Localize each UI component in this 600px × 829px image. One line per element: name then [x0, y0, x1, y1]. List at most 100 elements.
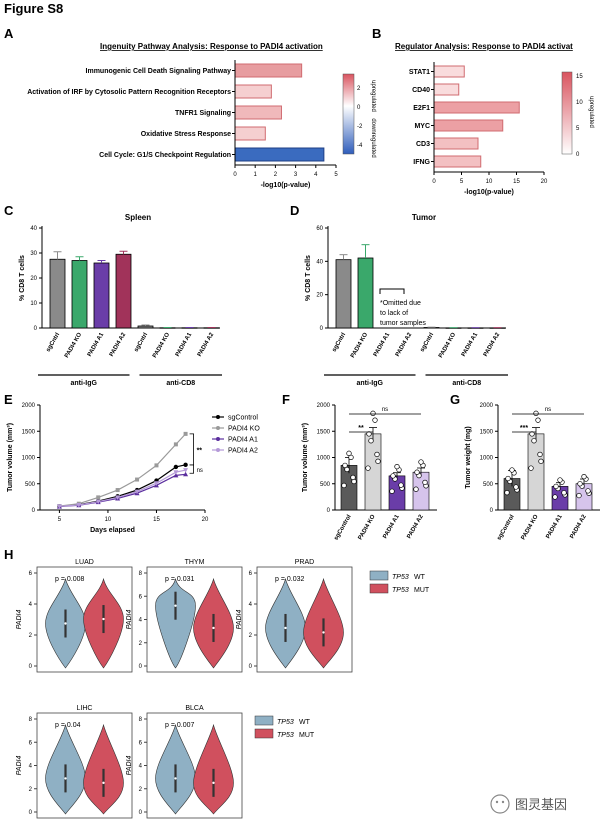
panel-e: E 0 500 1000 1500 2000 5 10 15 20 Days elapsed Tum…: [4, 392, 260, 534]
ytick-label-e-3: 1500: [22, 429, 36, 435]
ytick-label-c-4: 40: [30, 226, 37, 232]
violin-median-2-0: [284, 626, 287, 630]
violin-median-0-1: [102, 617, 105, 621]
ytick-label-g-3: 1500: [480, 429, 494, 435]
bar-b-4: [433, 137, 479, 150]
point-g-1-6: [537, 451, 543, 458]
colorbar-b-tick-2: 5: [576, 126, 580, 132]
colorbar-b-tick-1: 10: [576, 100, 583, 106]
bar-b-label-5: IFNG: [413, 159, 430, 166]
bar-a-1: [234, 84, 272, 99]
violin-median-0-0: [64, 622, 67, 625]
xtick-label-d-2: PADI4 A1: [373, 331, 392, 357]
legend-h-gene-1-1: TP53: [277, 732, 294, 739]
ytick-label-e-2: 1000: [22, 456, 36, 462]
ytick-label-d-0: 0: [320, 326, 324, 332]
xtick-label-f-1: PADI4 KO: [358, 514, 377, 541]
ytick-label-d-1: 20: [316, 293, 323, 299]
xtick-label-c-1: PADI4 KO: [64, 332, 83, 359]
series-e-point-2-6: [173, 472, 179, 478]
point-f-0-4: [346, 450, 352, 456]
violin-ytick-label-0-1: 2: [29, 633, 33, 639]
group-label-c-0: anti-IgG: [71, 380, 98, 387]
xtick-label-c-2: PADI4 A1: [87, 331, 106, 357]
xtick-label-g-1: PADI4 KO: [521, 514, 540, 541]
point-f-1-0: [365, 465, 371, 471]
point-f-2-6: [398, 482, 404, 488]
xtick-label-a-5: 5: [334, 172, 338, 178]
panel-f-chart: 0 500 1000 1500 2000 Tumor volume (mm³) sgCont…: [302, 403, 437, 542]
series-e-point-3-5: [153, 481, 159, 486]
bar-a-2: [234, 105, 282, 120]
xtick-label-f-0: sgControl: [333, 514, 353, 542]
legend-h-swatch-1-0: [254, 715, 274, 726]
point-f-2-4: [394, 464, 400, 470]
violin-median-3-1: [102, 781, 105, 785]
bar-b-label-3: MYC: [414, 123, 430, 130]
point-g-1-5: [529, 431, 535, 437]
ytick-label-c-2: 20: [30, 276, 37, 282]
xtick-label-a-3: 3: [294, 172, 298, 178]
violin-pvalue-4: p = 0.007: [165, 722, 194, 729]
legend-e-marker-1: [216, 426, 220, 430]
ytick-label-e-4: 2000: [22, 403, 36, 409]
xtick-label-c-6: PADI4 A1: [175, 331, 194, 357]
point-f-2-5: [390, 473, 396, 479]
point-f-3-6: [422, 479, 428, 486]
violin-title-2: PRAD: [295, 559, 314, 566]
point-g-0-5: [505, 475, 511, 482]
xtick-label-a-0: 0: [233, 172, 237, 178]
xlabel-e: Days elapsed: [90, 527, 135, 534]
ytick-label-f-3: 1500: [317, 429, 331, 435]
ytick-label-g-0: 0: [490, 508, 494, 514]
point-g-2-5: [553, 483, 559, 490]
colorbar-a-tick-1: 0: [357, 105, 361, 111]
series-e-point-1-5: [154, 463, 159, 468]
point-g-1-2: [531, 438, 537, 444]
xtick-label-f-3: PADI4 A2: [406, 513, 425, 539]
bar-c-2: [93, 262, 110, 329]
point-f-0-5: [342, 462, 348, 469]
colorbar-a-tick-2: -2: [357, 124, 363, 130]
xtick-label-e-3: 20: [202, 517, 209, 523]
xtick-label-d-4: sgCntrl: [420, 332, 436, 353]
violin-ylabel-4: PADI4: [126, 756, 133, 776]
violin-ytick-label-1-1: 2: [139, 641, 143, 647]
bar-a-4: [234, 147, 325, 162]
watermark-text: 图灵基因: [515, 797, 567, 812]
point-g-1-0: [528, 465, 534, 471]
point-f-3-5: [414, 469, 420, 475]
series-e-point-3-0: [56, 504, 62, 509]
series-e-point-1-6: [173, 442, 178, 447]
xtick-label-c-5: PADI4 KO: [152, 332, 171, 359]
wechat-icon: [490, 794, 510, 814]
legend-h-status-1-0: WT: [299, 719, 311, 726]
panel-h-label: H: [4, 547, 13, 562]
panel-c-title: Spleen: [125, 213, 151, 222]
panel-b-title: Regulator Analysis: Response to PADI4 ac…: [395, 42, 573, 51]
point-g-3-4: [581, 474, 587, 480]
legend-e-label-3: PADI4 A2: [228, 448, 258, 455]
legend-e-label-0: sgControl: [228, 415, 258, 422]
series-e-line-0: [59, 464, 186, 507]
bar-b-label-1: CD40: [412, 87, 430, 94]
panel-g: G 0 500 1000 1500 2000 Tumor weight (mg) sgCon…: [450, 392, 600, 542]
violin-median-2-1: [322, 631, 325, 634]
bar-d-0: [335, 259, 352, 329]
point-f-0-6: [350, 474, 356, 481]
violin-ytick-label-0-2: 4: [29, 602, 33, 608]
xtick-label-e-2: 15: [153, 517, 160, 523]
series-e-point-1-2: [96, 495, 101, 500]
panel-b-label: B: [372, 26, 381, 41]
panel-b-chart: STAT1 CD40 E2F1 MYC CD3 IFNG 0 5 10 15 20 -log10(p-…: [409, 62, 594, 196]
panel-d-title: Tumor: [412, 213, 436, 222]
bar-b-label-4: CD3: [416, 141, 430, 148]
ytick-label-d-2: 40: [316, 259, 323, 265]
series-e-point-0-6: [173, 464, 179, 470]
violin-ytick-label-1-0: 0: [139, 664, 143, 670]
violin-ylabel-1: PADI4: [126, 610, 133, 630]
violin-title-3: LIHC: [77, 705, 93, 712]
violin-ytick-label-4-4: 8: [139, 717, 143, 723]
